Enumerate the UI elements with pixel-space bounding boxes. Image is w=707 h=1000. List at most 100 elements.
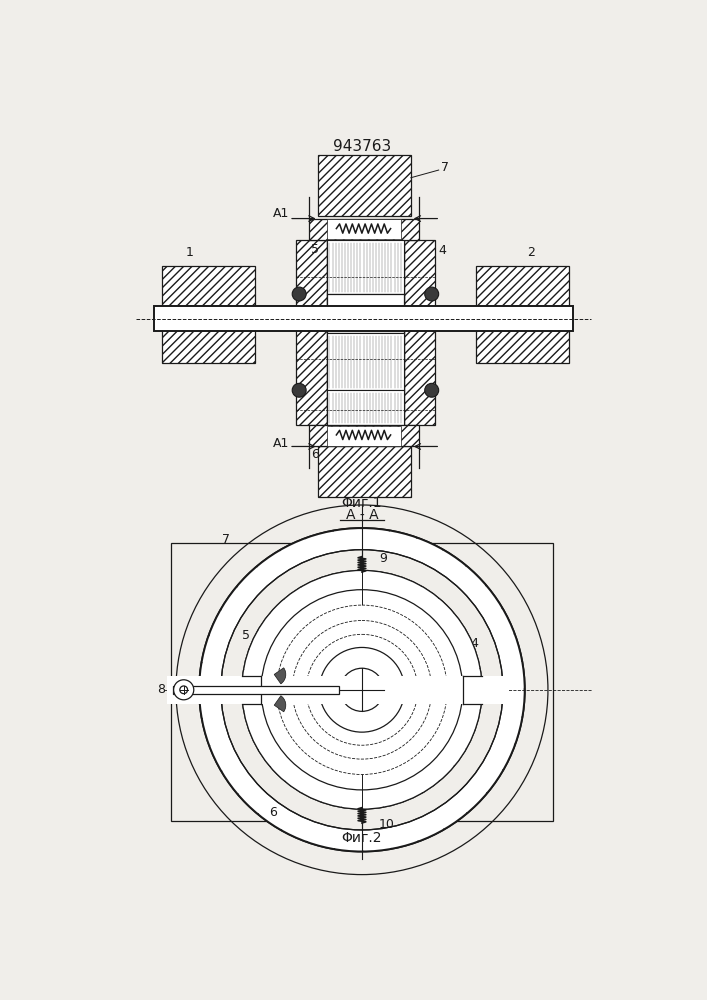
Wedge shape <box>457 707 480 730</box>
Wedge shape <box>286 767 312 793</box>
Wedge shape <box>449 630 474 655</box>
Wedge shape <box>439 613 465 639</box>
Wedge shape <box>470 586 502 619</box>
Wedge shape <box>387 821 418 849</box>
Circle shape <box>221 550 503 830</box>
Text: 943763: 943763 <box>333 139 391 154</box>
Bar <box>462 676 509 704</box>
Text: 6: 6 <box>310 448 319 461</box>
Bar <box>309 219 419 240</box>
Wedge shape <box>282 812 314 842</box>
Text: 7: 7 <box>222 533 230 546</box>
Wedge shape <box>321 572 344 596</box>
Circle shape <box>425 287 438 301</box>
Bar <box>173 686 339 694</box>
Text: A1: A1 <box>273 207 289 220</box>
Wedge shape <box>271 755 297 781</box>
Circle shape <box>199 528 525 852</box>
Text: 9: 9 <box>379 552 387 565</box>
Wedge shape <box>495 714 522 744</box>
Wedge shape <box>411 811 443 841</box>
Wedge shape <box>242 691 263 711</box>
Wedge shape <box>259 798 291 830</box>
Bar <box>327 426 402 446</box>
Wedge shape <box>387 531 416 558</box>
Wedge shape <box>452 566 486 599</box>
Wedge shape <box>259 741 285 767</box>
Wedge shape <box>501 690 525 716</box>
Text: 4: 4 <box>470 637 479 650</box>
Circle shape <box>174 680 194 700</box>
Wedge shape <box>244 650 267 672</box>
Wedge shape <box>380 572 402 595</box>
Wedge shape <box>334 528 361 552</box>
Bar <box>154 306 573 331</box>
Wedge shape <box>362 528 389 552</box>
Wedge shape <box>485 738 515 769</box>
Wedge shape <box>397 776 422 802</box>
Wedge shape <box>201 636 229 665</box>
Wedge shape <box>281 538 312 568</box>
Wedge shape <box>428 754 454 781</box>
Bar <box>171 543 554 821</box>
Text: 10: 10 <box>379 818 395 831</box>
Wedge shape <box>303 777 327 802</box>
Wedge shape <box>342 789 362 809</box>
Wedge shape <box>363 828 390 851</box>
Text: Φиг.2: Φиг.2 <box>341 831 382 845</box>
Wedge shape <box>461 669 482 689</box>
Wedge shape <box>457 649 480 672</box>
Text: 6: 6 <box>269 806 276 820</box>
Text: A - A: A - A <box>346 508 378 522</box>
Wedge shape <box>302 578 327 603</box>
Circle shape <box>276 605 448 775</box>
Text: Φиг.1: Φиг.1 <box>341 496 382 510</box>
Text: 8: 8 <box>157 683 165 696</box>
Wedge shape <box>322 784 344 807</box>
Wedge shape <box>274 668 286 684</box>
Wedge shape <box>412 586 438 613</box>
Wedge shape <box>250 725 275 749</box>
Wedge shape <box>238 781 271 814</box>
Wedge shape <box>362 570 382 591</box>
Text: 3: 3 <box>187 304 195 317</box>
Circle shape <box>292 383 306 397</box>
Wedge shape <box>249 631 274 656</box>
Text: 7: 7 <box>441 161 449 174</box>
Wedge shape <box>433 797 467 829</box>
Wedge shape <box>335 828 362 852</box>
Text: 2: 2 <box>527 246 534 259</box>
Wedge shape <box>306 531 337 558</box>
Wedge shape <box>440 740 466 766</box>
Wedge shape <box>501 662 525 689</box>
Wedge shape <box>471 760 503 793</box>
Wedge shape <box>202 715 229 745</box>
Wedge shape <box>285 587 311 613</box>
Wedge shape <box>209 610 239 642</box>
Wedge shape <box>308 822 337 849</box>
Circle shape <box>340 668 384 711</box>
Wedge shape <box>413 766 439 793</box>
Wedge shape <box>257 550 291 582</box>
Circle shape <box>425 383 438 397</box>
Text: 9: 9 <box>379 218 387 231</box>
Circle shape <box>180 686 187 694</box>
Wedge shape <box>484 609 515 641</box>
Bar <box>404 240 435 425</box>
Text: 10: 10 <box>379 423 395 436</box>
Wedge shape <box>380 784 403 807</box>
Bar <box>309 425 419 446</box>
Circle shape <box>320 647 404 732</box>
Bar <box>327 390 404 425</box>
Wedge shape <box>454 780 486 813</box>
Wedge shape <box>450 724 475 749</box>
Wedge shape <box>410 538 442 568</box>
Wedge shape <box>199 663 223 690</box>
Wedge shape <box>222 761 254 794</box>
Wedge shape <box>274 696 286 712</box>
Wedge shape <box>433 550 465 582</box>
Wedge shape <box>209 739 240 771</box>
Wedge shape <box>494 634 522 664</box>
Text: 5: 5 <box>242 629 250 642</box>
Wedge shape <box>341 570 361 591</box>
